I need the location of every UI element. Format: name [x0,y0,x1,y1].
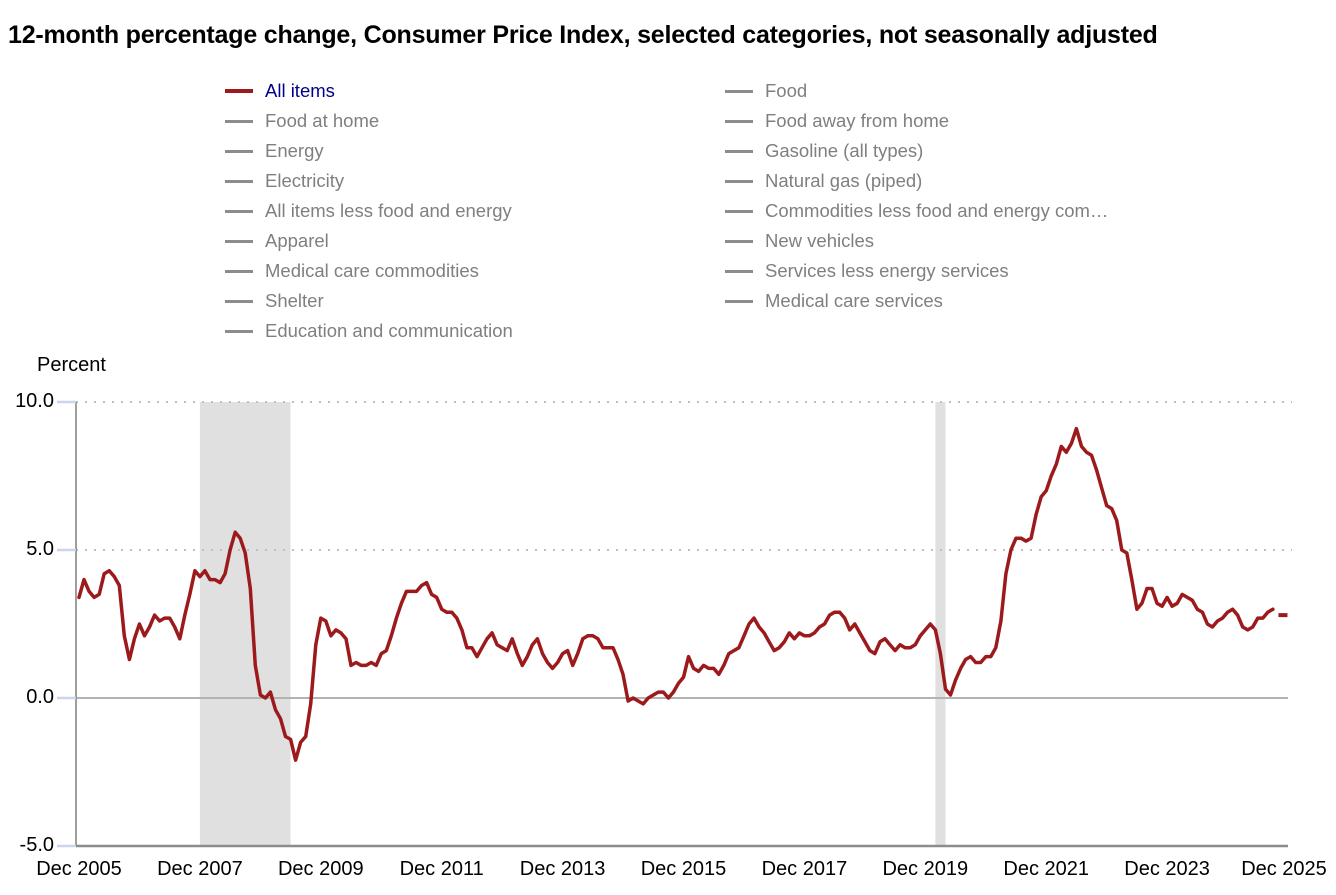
x-tick-label: Dec 2017 [761,858,848,880]
legend-line-swatch-icon [225,239,253,243]
legend-item-label: Medical care commodities [265,260,479,281]
legend-item-label: Natural gas (piped) [765,170,923,191]
legend-item-label: Gasoline (all types) [765,140,924,161]
y-tick-label: 5.0 [26,538,54,560]
x-tick-label: Dec 2011 [399,858,484,880]
legend-item-apparel[interactable]: Apparel [225,226,513,256]
legend-line-swatch-icon [725,149,753,153]
x-tick-label: Dec 2025 [1241,858,1327,880]
legend-item-label: Energy [265,140,324,161]
legend-item-label: New vehicles [765,230,874,251]
legend-item-label: Shelter [265,290,324,311]
legend-item-label: Medical care services [765,290,943,311]
legend-line-swatch-icon [225,119,253,123]
x-tick-label: Dec 2015 [640,858,727,880]
legend-item-label: Apparel [265,230,329,251]
legend-line-swatch-icon [225,269,253,273]
legend-line-swatch-icon [725,299,753,303]
legend-item-label: Education and communication [265,320,513,341]
legend-item-commodities-less-food-and-energy-com[interactable]: Commodities less food and energy com… [725,196,1108,226]
recession-shading-band [935,402,946,846]
legend-item-all-items-less-food-and-energy[interactable]: All items less food and energy [225,196,513,226]
legend-item-label: Commodities less food and energy com… [765,200,1109,221]
legend-item-services-less-energy-services[interactable]: Services less energy services [725,256,1108,286]
legend-item-medical-care-services[interactable]: Medical care services [725,286,1108,316]
chart-title: 12-month percentage change, Consumer Pri… [8,20,1158,49]
legend-line-swatch-icon [725,179,753,183]
legend-item-natural-gas-piped[interactable]: Natural gas (piped) [725,166,1108,196]
all-items-series-line [77,426,1275,762]
legend-line-swatch-icon [725,269,753,273]
legend-line-swatch-icon [225,149,253,153]
legend-item-label: Food away from home [765,110,950,131]
x-tick-label: Dec 2023 [1124,858,1210,880]
legend-item-label: All items [265,80,335,101]
legend-column-left: All items Food at home Energy Electricity Al… [225,76,513,346]
chart-legend: All items Food at home Energy Electricity Al… [0,76,1336,356]
legend-line-swatch-icon [725,119,753,123]
legend-item-label: Electricity [265,170,345,191]
legend-item-shelter[interactable]: Shelter [225,286,513,316]
y-tick-label: 0.0 [26,686,54,708]
legend-line-swatch-icon [225,89,253,93]
legend-column-right: Food Food away from home Gasoline (all typ… [725,76,1108,316]
y-tick-label: -5.0 [19,834,54,856]
x-tick-label: Dec 2007 [157,858,243,880]
x-tick-label: Dec 2013 [519,858,606,880]
legend-item-education-and-communication[interactable]: Education and communication [225,316,513,346]
recession-shading-band [199,402,291,846]
legend-item-electricity[interactable]: Electricity [225,166,513,196]
x-tick-label: Dec 2005 [36,858,122,880]
legend-line-swatch-icon [725,89,753,93]
y-tick-label: 10.0 [15,390,54,412]
legend-line-swatch-icon [225,329,253,333]
legend-item-label: Food at home [265,110,380,131]
legend-item-label: All items less food and energy [265,200,512,221]
legend-line-swatch-icon [225,179,253,183]
legend-item-food-at-home[interactable]: Food at home [225,106,513,136]
x-tick-label: Dec 2021 [1003,858,1089,880]
y-axis-title: Percent [37,354,106,376]
legend-item-food-away-from-home[interactable]: Food away from home [725,106,1108,136]
legend-item-label: Food [765,80,808,101]
legend-line-swatch-icon [725,239,753,243]
legend-line-swatch-icon [225,299,253,303]
x-tick-label: Dec 2009 [277,858,364,880]
legend-item-gasoline-all-types[interactable]: Gasoline (all types) [725,136,1108,166]
legend-item-all-items[interactable]: All items [225,76,513,106]
legend-line-swatch-icon [725,209,753,213]
legend-item-medical-care-commodities[interactable]: Medical care commodities [225,256,513,286]
legend-item-energy[interactable]: Energy [225,136,513,166]
legend-item-label: Services less energy services [765,260,1009,281]
legend-item-new-vehicles[interactable]: New vehicles [725,226,1108,256]
legend-line-swatch-icon [225,209,253,213]
x-tick-label: Dec 2019 [882,858,969,880]
legend-item-food[interactable]: Food [725,76,1108,106]
